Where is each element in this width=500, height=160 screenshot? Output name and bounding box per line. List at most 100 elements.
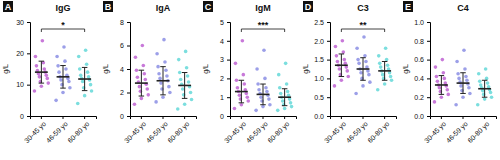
point (46, 81, 50, 85)
y-tick: 2.0 (314, 38, 330, 45)
error-cap-low (382, 80, 388, 81)
error-cap-high (460, 72, 466, 73)
y-tick-label: 10 (16, 81, 24, 88)
y-tick: 1.0 (414, 19, 430, 26)
point (43, 67, 47, 71)
y-tick: 2.5 (314, 19, 330, 26)
points (333, 39, 350, 88)
point (484, 67, 488, 71)
point (486, 81, 490, 85)
error-cap-low (282, 105, 288, 106)
x-tick-mark (484, 116, 485, 119)
point (181, 87, 185, 91)
point (346, 75, 350, 79)
point (178, 71, 182, 75)
point (164, 68, 168, 72)
point (86, 70, 90, 74)
y-tick: 0 (20, 113, 30, 120)
error-cap-low (360, 80, 366, 81)
point (261, 105, 265, 109)
y-tick: 0.4 (414, 75, 430, 82)
error-cap-low (482, 97, 488, 98)
panel-letter: E (405, 2, 411, 12)
points (154, 38, 171, 104)
point (390, 78, 394, 82)
mean-line (357, 68, 370, 70)
y-tick-label: 2 (120, 89, 124, 96)
x-tick: 60-80 yo (166, 116, 191, 145)
point (41, 39, 45, 43)
point (256, 82, 260, 86)
points (454, 48, 471, 106)
error-cap-high (139, 70, 145, 71)
points (433, 58, 450, 104)
point (161, 95, 165, 99)
x-tick-mark (184, 116, 185, 119)
point (159, 81, 163, 85)
y-tick-label: 1.5 (314, 56, 324, 63)
panel: EC4g/L0.00.20.40.60.81.030-45 yo46-59 yo… (402, 1, 497, 145)
y-tick: 1.0 (314, 75, 330, 82)
error-cap-low (239, 102, 245, 103)
y-tick: 2 (120, 89, 130, 96)
mean-line (235, 91, 248, 93)
y-tick-label: 0.4 (414, 75, 424, 82)
point (54, 99, 58, 103)
error-cap-low (82, 90, 88, 91)
point (340, 78, 344, 82)
point (168, 91, 172, 95)
point (57, 70, 61, 74)
y-tick-label: 30 (16, 19, 24, 26)
mean-line (435, 84, 448, 86)
point (361, 84, 365, 88)
error-cap-high (182, 72, 188, 73)
point (81, 80, 85, 84)
x-tick: 60-80 yo (266, 116, 291, 145)
error-cap-high (260, 84, 266, 85)
x-tick-mark (141, 116, 142, 119)
point (459, 84, 463, 88)
points (33, 39, 50, 93)
point (436, 79, 440, 83)
point (189, 91, 193, 95)
x-tick-mark (441, 116, 442, 119)
y-tick-mark (127, 93, 130, 94)
point (378, 62, 382, 66)
x-tick-label: 46-59 yo (245, 120, 270, 145)
y-axis-line (427, 23, 431, 117)
y-tick-label: 2.5 (314, 19, 324, 26)
y-tick-mark (27, 22, 30, 23)
error-cap-low (339, 76, 345, 77)
point (434, 65, 438, 69)
x-tick: 46-59 yo (245, 116, 270, 145)
point (33, 89, 37, 93)
y-tick-label: 1 (220, 94, 224, 101)
point (435, 75, 439, 79)
point (364, 60, 368, 64)
panel-letter: C (205, 2, 212, 12)
x-tick-label: 46-59 yo (345, 120, 370, 145)
y-axis-title: g/L (2, 64, 10, 74)
point (355, 47, 359, 51)
x-tick: 30-45 yo (23, 116, 48, 145)
error-cap-high (60, 65, 66, 66)
point (445, 88, 449, 92)
y-axis-line (27, 23, 31, 117)
y-tick-mark (27, 116, 30, 117)
point (158, 77, 162, 81)
y-tick-label: 0.6 (414, 56, 424, 63)
point (138, 85, 142, 89)
x-tick-mark (263, 116, 264, 119)
point (443, 77, 447, 81)
y-axis: 0.00.20.40.60.81.0 (414, 19, 430, 120)
point (468, 92, 472, 96)
y-tick-mark (427, 41, 430, 42)
point (78, 67, 82, 71)
title: C4 (457, 3, 469, 13)
error-cap-high (482, 80, 488, 81)
point (177, 58, 181, 62)
x-tick-label: 30-45 yo (423, 120, 448, 145)
y-tick-mark (427, 78, 430, 79)
point (386, 63, 390, 67)
y-tick: 0.8 (414, 38, 430, 45)
